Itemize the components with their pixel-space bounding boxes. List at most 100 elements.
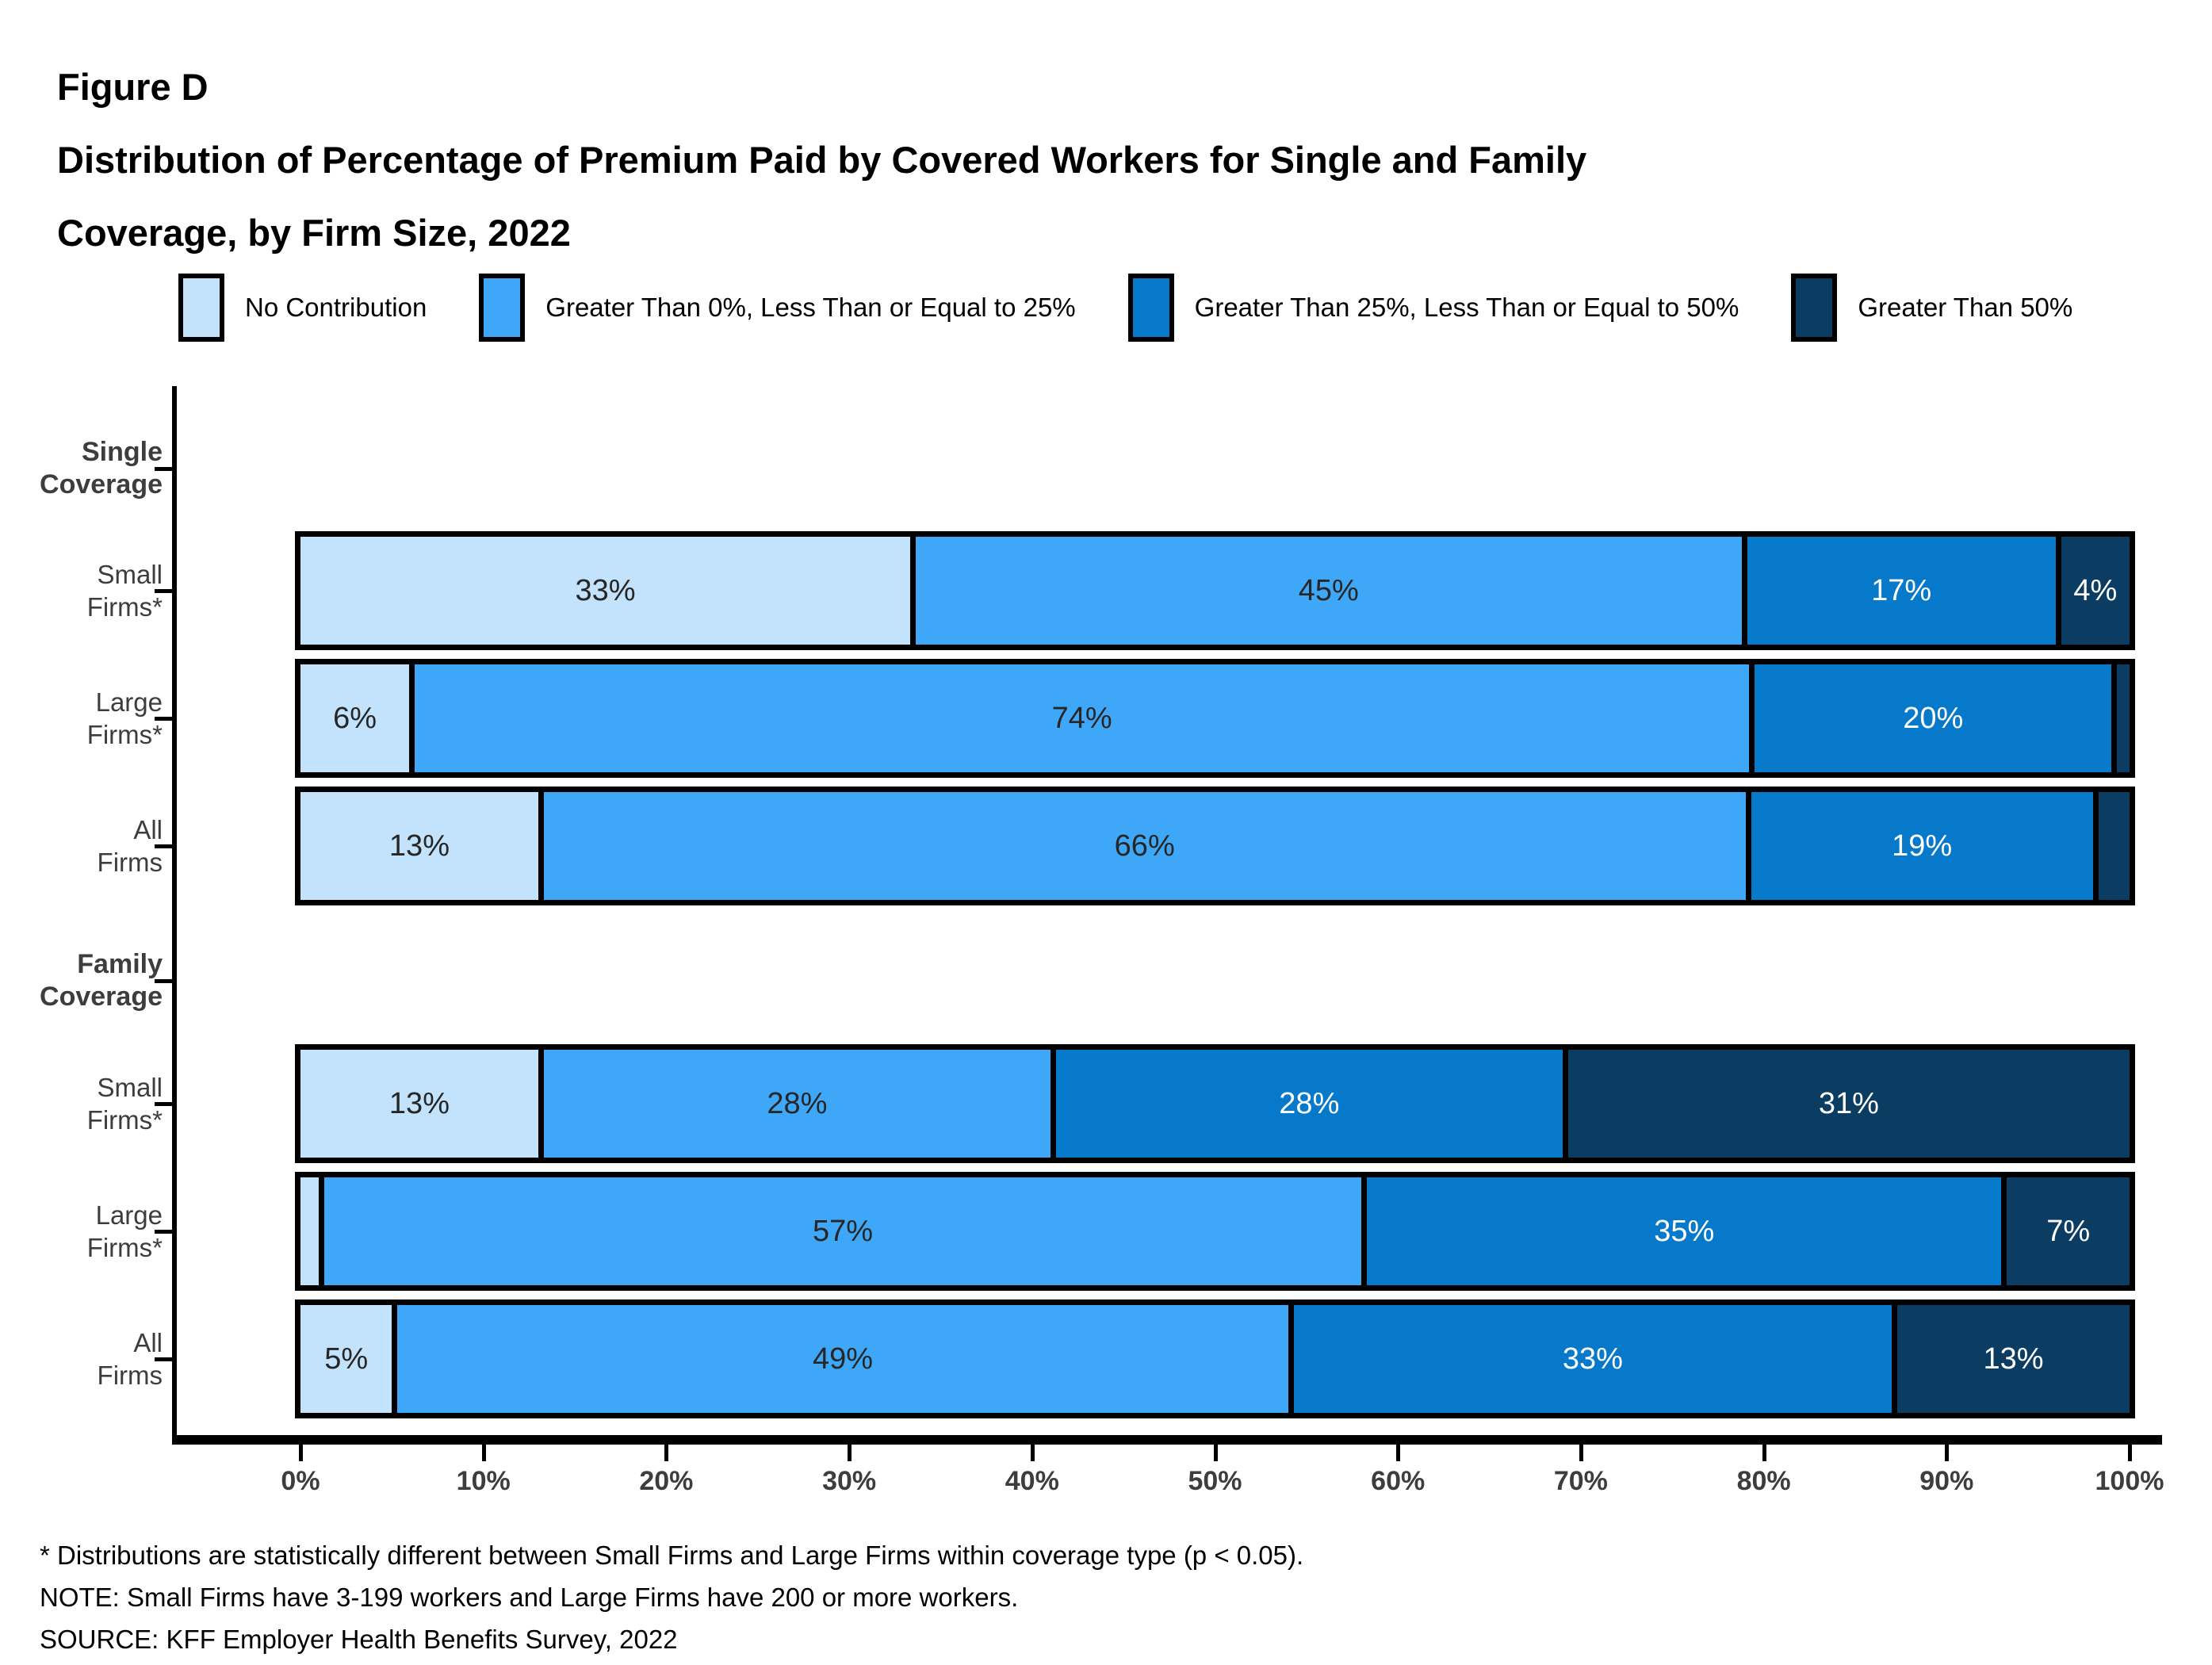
bar-value-label: 33% [1562,1342,1623,1376]
legend-label: Greater Than 0%, Less Than or Equal to 2… [545,293,1076,322]
bar-segment [2111,664,2130,772]
x-axis-tick [1213,1445,1218,1461]
bar-value-label: 4% [2073,573,2118,607]
y-axis-tick [155,1230,172,1234]
bar-value-label: 20% [1903,701,1964,735]
bar-value-label: 5% [324,1342,369,1376]
legend: No Contribution Greater Than 0%, Less Tha… [178,274,2072,342]
y-axis-tick [155,979,172,983]
bar-value-label: 33% [575,573,636,607]
x-axis-tick [1030,1445,1035,1461]
y-axis-label: Small Firms* [86,560,163,622]
y-axis-label: Small Firms* [86,1073,163,1135]
x-axis-tick-label: 60% [1371,1466,1426,1496]
bar-segment: 6% [300,664,410,772]
legend-swatch [1127,274,1174,342]
x-axis-tick [1579,1445,1583,1461]
x-axis-tick-label: 80% [1736,1466,1791,1496]
figure-label: Figure D [57,66,209,108]
bar-segment [2092,792,2130,900]
bar-segment: 20% [1749,664,2112,772]
bar-segment: 13% [1892,1305,2130,1413]
bar-value-label: 17% [1871,573,1932,607]
y-axis-tick [155,844,172,848]
legend-label: Greater Than 50% [1858,293,2073,322]
bar-segment: 17% [1741,537,2056,645]
chart-title-line2: Coverage, by Firm Size, 2022 [57,212,571,254]
footnote-source: SOURCE: KFF Employer Health Benefits Sur… [40,1625,678,1654]
bar-segment: 35% [1361,1177,2002,1285]
bar-value-label: 28% [767,1086,828,1120]
x-axis-tick [848,1445,852,1461]
bar-segment: 28% [1050,1050,1563,1158]
y-axis-tick [155,717,172,721]
x-axis-tick [1396,1445,1401,1461]
x-axis-tick-label: 50% [1188,1466,1242,1496]
legend-label: Greater Than 25%, Less Than or Equal to … [1194,293,1739,322]
bar-segment: 45% [910,537,1742,645]
x-axis-line [172,1435,2162,1445]
bar-value-label: 13% [388,1086,450,1120]
x-axis-tick-label: 20% [639,1466,694,1496]
legend-swatch [178,274,224,342]
bar-value-label: 31% [1818,1086,1879,1120]
x-axis-tick [1945,1445,1950,1461]
bar-value-label: 35% [1654,1214,1715,1248]
y-axis-group-label: Family Coverage [40,949,163,1012]
bar-value-label: 57% [813,1214,874,1248]
x-axis-tick-label: 100% [2095,1466,2164,1496]
bar-segment: 66% [538,792,1746,900]
bar-value-label: 13% [388,829,450,863]
footnote-note: NOTE: Small Firms have 3-199 workers and… [40,1583,1019,1612]
x-axis-tick [664,1445,669,1461]
x-axis-tick-label: 90% [1919,1466,1974,1496]
bar-segment: 5% [300,1305,392,1413]
x-axis-tick [299,1445,303,1461]
bar-value-label: 66% [1114,829,1175,863]
bar-segment: 74% [409,664,1750,772]
y-axis-tick [155,467,172,471]
y-axis-label: All Firms [97,1328,163,1390]
bar-value-label: 13% [1983,1342,2044,1376]
y-axis-group-label: Single Coverage [40,437,163,500]
bar-segment: 57% [319,1177,1362,1285]
bar-segment: 31% [1562,1050,2130,1158]
y-axis-tick [155,1102,172,1106]
bar-segment: 4% [2055,537,2130,645]
x-axis-tick [481,1445,486,1461]
bar-segment: 7% [2001,1177,2130,1285]
bar-segment: 33% [1288,1305,1892,1413]
x-axis-tick-label: 10% [456,1466,511,1496]
legend-swatch [479,274,526,342]
bar-row: 57% 35% 7% [295,1172,2135,1291]
footnote-significance: * Distributions are statistically differ… [40,1541,1304,1570]
bar-row: 33% 45% 17% 4% [295,531,2135,650]
legend-item: No Contribution [178,274,427,342]
x-axis-tick-label: 40% [1005,1466,1059,1496]
x-axis-tick-label: 0% [281,1466,320,1496]
legend-item: Greater Than 0%, Less Than or Equal to 2… [479,274,1076,342]
y-axis-label: Large Firms* [86,687,163,749]
y-axis-label: All Firms [97,815,163,877]
bar-value-label: 45% [1298,573,1359,607]
bar-segment: 13% [300,792,538,900]
legend-item: Greater Than 25%, Less Than or Equal to … [1127,274,1739,342]
legend-swatch [1791,274,1838,342]
bar-value-label: 74% [1051,701,1112,735]
bar-row: 5% 49% 33% 13% [295,1299,2135,1418]
bar-segment: 33% [300,537,910,645]
y-axis-label: Large Firms* [86,1200,163,1262]
bar-value-label: 19% [1892,829,1953,863]
bar-segment: 19% [1745,792,2093,900]
legend-label: No Contribution [245,293,427,322]
bar-segment [300,1177,320,1285]
x-axis-tick-label: 30% [822,1466,877,1496]
bar-value-label: 7% [2046,1214,2091,1248]
bar-segment: 13% [300,1050,538,1158]
x-axis-tick-label: 70% [1553,1466,1608,1496]
y-axis-line [172,386,177,1445]
bar-row: 13% 66% 19% [295,787,2135,905]
x-axis-tick [1762,1445,1766,1461]
x-axis-tick [2128,1445,2132,1461]
